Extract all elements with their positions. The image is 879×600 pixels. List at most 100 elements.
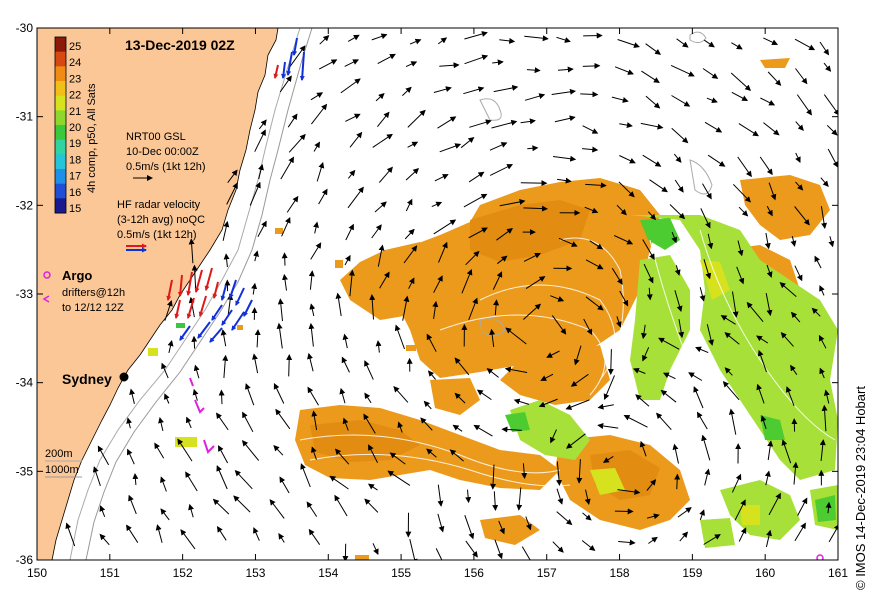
current-arrow [597,403,614,410]
current-arrow [499,37,516,44]
current-arrow [334,494,348,517]
colorbar-label: 4h comp, p50, All Sats [86,83,98,193]
current-arrow [553,155,577,162]
current-arrow [703,39,715,48]
nrt-legend: NRT00 GSL 10-Dec 00:00Z 0.5m/s (1kt 12h) [126,131,205,181]
current-arrow [556,511,573,526]
current-arrow [760,97,776,106]
imos-credit: © IMOS 14-Dec-2019 23:04 Hobart [853,386,868,590]
current-arrow [233,495,251,513]
current-arrow [164,300,173,321]
current-arrow [493,299,500,316]
current-arrow [550,295,565,302]
australia-landmass [37,28,279,560]
current-arrow [344,59,359,67]
current-arrow [525,516,532,531]
current-arrow [492,271,503,290]
current-arrow [427,370,436,380]
current-arrow [616,204,627,216]
current-arrow [566,433,586,449]
current-arrow [432,300,439,319]
colorbar-segment [55,154,66,170]
current-arrow [454,357,470,376]
current-arrow [614,66,634,75]
current-arrow [642,347,650,362]
current-arrow [556,488,564,505]
current-arrow [584,206,599,214]
current-arrow [371,224,382,239]
current-arrow [377,244,385,267]
current-arrow [286,354,293,377]
current-arrow [486,368,499,378]
current-arrow [403,245,418,264]
x-tick-label: 156 [464,566,484,580]
current-arrow [280,156,295,180]
current-arrow [646,287,653,301]
sst-small-patches [148,228,448,560]
current-arrow [603,375,615,401]
colorbar-tick-label: 17 [69,171,81,183]
y-tick-label: -34 [16,376,34,390]
hf-legend: HF radar velocity (3-12h avg) noQC 0.5m/… [117,199,205,253]
current-arrow [794,522,806,542]
current-arrow [581,540,596,552]
current-arrow [254,329,261,348]
bathymetry-1000m [85,28,313,560]
current-arrow [640,122,664,130]
current-arrow [794,206,810,226]
hf-legend-line2: (3-12h avg) noQC [117,214,205,226]
colorbar-tick-label: 19 [69,138,81,150]
current-arrow [792,461,799,485]
current-arrow [364,360,374,380]
current-arrow [702,183,712,200]
current-arrow [188,296,195,318]
current-arrow [335,292,342,317]
current-arrow [463,86,485,95]
current-arrow [524,35,549,42]
current-arrow [434,174,449,182]
nrt-legend-line1: NRT00 GSL [126,131,186,143]
current-arrow [329,475,349,490]
current-arrow [310,92,324,101]
current-arrow [279,75,292,93]
current-arrow [790,311,801,323]
current-arrow [92,466,101,487]
current-arrow [468,297,478,321]
current-arrow [348,269,355,297]
current-arrow [308,528,321,545]
current-arrow [730,72,752,91]
colorbar-tick-label: 21 [69,106,81,118]
current-arrow [611,268,623,285]
x-tick-label: 158 [610,566,630,580]
current-arrow [160,508,170,521]
current-arrow [811,307,821,317]
current-arrow [660,389,677,403]
current-arrow [308,270,315,290]
current-arrow [821,404,828,432]
current-arrow [781,439,792,464]
current-arrow [737,156,752,178]
current-arrow [319,35,330,45]
current-arrow [695,346,709,354]
colorbar-segment [55,110,66,126]
y-tick-label: -30 [16,21,34,35]
current-arrow [251,282,258,295]
current-arrow [646,513,660,520]
sydney-marker [119,372,129,382]
colorbar-tick-label: 20 [69,122,81,134]
current-arrow [551,315,567,335]
current-arrow [273,382,285,404]
current-arrow [635,394,650,407]
current-arrow [258,119,267,130]
y-tick-label: -35 [16,464,34,478]
current-arrow [623,415,648,428]
current-arrow [642,154,662,167]
current-arrow [645,95,661,109]
current-arrow [489,142,508,151]
current-arrow [345,113,361,122]
current-arrow [426,448,437,458]
current-arrow [498,520,505,535]
current-arrow [154,442,165,459]
colorbar-tick-label: 15 [69,203,81,215]
x-tick-label: 161 [828,566,848,580]
